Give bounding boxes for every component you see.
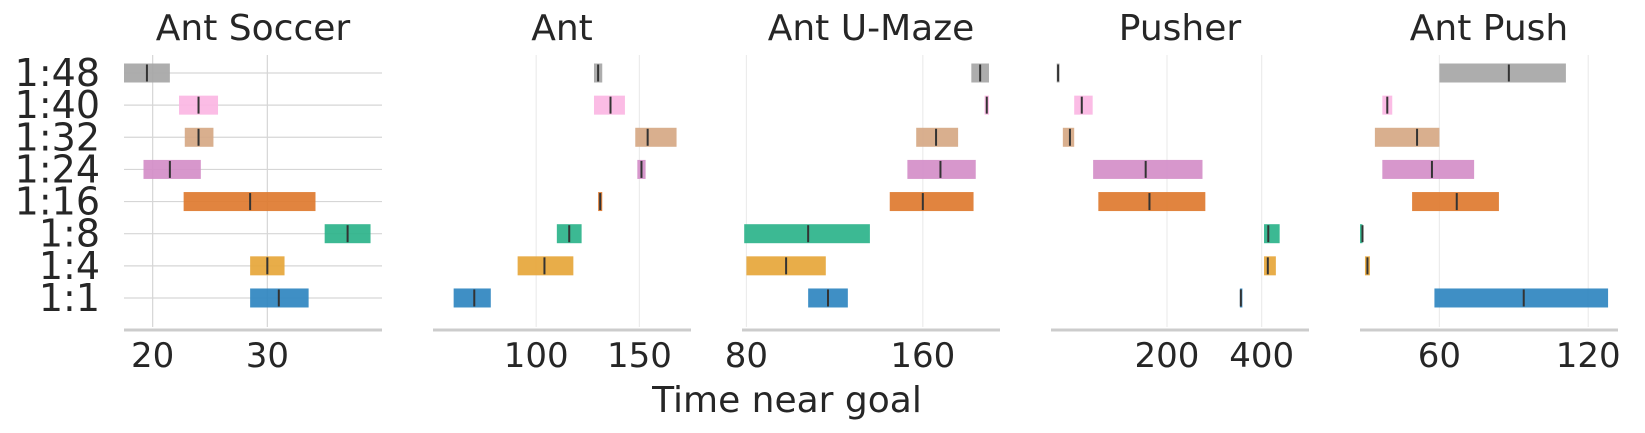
panel-title: Ant U-Maze — [768, 8, 975, 49]
interval-bar — [907, 159, 976, 179]
interval-bar — [635, 127, 677, 147]
panel: Ant Push 60 120 — [1360, 8, 1621, 376]
y-tick-label: 1:1 — [39, 276, 100, 320]
interval-bar — [593, 95, 625, 115]
interval-bar — [1439, 63, 1566, 83]
x-tick-label: 60 — [1418, 336, 1461, 376]
y-tick-label: 1:16 — [15, 180, 100, 224]
interval-bar — [1382, 159, 1475, 179]
panel: Pusher 200 400 — [1051, 8, 1309, 376]
interval-bar — [1062, 127, 1075, 147]
interval-bar — [517, 256, 574, 276]
interval-bar — [889, 192, 974, 212]
panel: Ant Soccer 20 30 — [124, 8, 382, 376]
panel: Ant U-Maze 80 160 — [725, 8, 1000, 376]
panel-title: Ant Push — [1410, 8, 1568, 49]
interval-bar — [1412, 192, 1499, 212]
interval-bar — [916, 127, 959, 147]
y-tick-label: 1:4 — [39, 244, 100, 288]
interval-bar — [1434, 288, 1609, 308]
panel-title: Pusher — [1119, 8, 1242, 49]
x-tick-label: 400 — [1229, 336, 1294, 376]
interval-bar — [453, 288, 491, 308]
y-tick-label: 1:40 — [15, 83, 100, 127]
interval-bar — [1360, 224, 1363, 244]
interval-bar — [1074, 95, 1093, 115]
panel-title: Ant Soccer — [156, 8, 351, 49]
x-tick-label: 80 — [725, 336, 768, 376]
x-tick-label: 20 — [131, 336, 174, 376]
y-axis-ticks: 1:481:401:321:241:161:81:41:1 — [15, 51, 100, 320]
y-tick-label: 1:24 — [15, 147, 100, 191]
x-tick-label: 160 — [890, 336, 955, 376]
y-tick-label: 1:48 — [15, 51, 100, 95]
interval-bar — [1264, 224, 1280, 244]
panels: Ant Soccer 20 30 Ant 100 150 Ant U-Maze 80 160 Pu… — [124, 8, 1621, 376]
interval-bar — [143, 159, 201, 179]
x-tick-label: 200 — [1135, 336, 1200, 376]
y-tick-label: 1:8 — [39, 212, 100, 256]
interval-bar — [1098, 192, 1206, 212]
panel-title: Ant — [531, 8, 593, 49]
interval-bar — [1264, 256, 1276, 276]
x-tick-label: 30 — [246, 336, 289, 376]
x-tick-label: 100 — [504, 336, 569, 376]
y-tick-label: 1:32 — [15, 115, 100, 159]
interval-bar — [744, 224, 870, 244]
x-tick-label: 120 — [1556, 336, 1621, 376]
interval-bar — [1093, 159, 1203, 179]
x-axis-label: Time near goal — [651, 380, 922, 421]
interval-bar — [1374, 127, 1440, 147]
x-tick-label: 150 — [607, 336, 672, 376]
panel: Ant 100 150 — [433, 8, 691, 376]
